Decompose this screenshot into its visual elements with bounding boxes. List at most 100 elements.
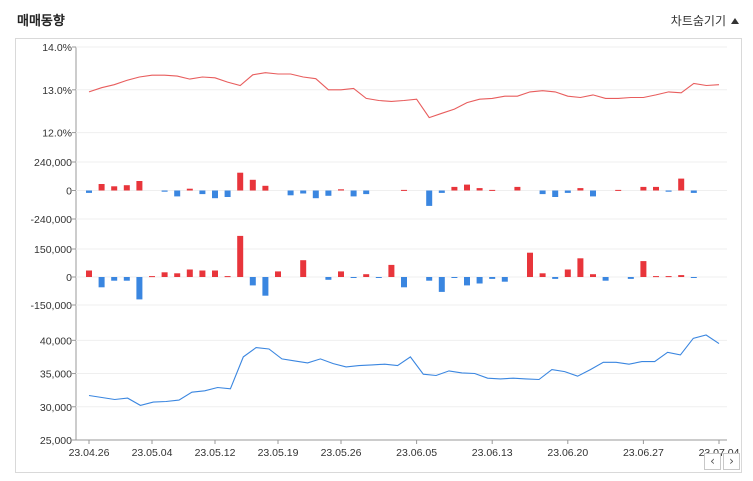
y-tick-label: 0 — [66, 186, 72, 198]
bar — [577, 188, 584, 191]
bar — [678, 178, 685, 191]
bar — [539, 190, 546, 195]
bar — [564, 190, 571, 193]
bar — [665, 276, 672, 278]
y-tick-label: 30,000 — [40, 402, 72, 414]
bar — [98, 184, 105, 191]
bar — [564, 269, 571, 277]
y-tick-label: -240,000 — [31, 214, 73, 226]
y-tick-label: 150,000 — [34, 244, 72, 256]
bar — [275, 271, 281, 277]
bar — [111, 277, 118, 281]
y-tick-label: 35,000 — [40, 369, 72, 381]
y-tick-label: 0 — [66, 272, 72, 284]
hide-chart-toggle[interactable]: 차트숨기기 — [671, 12, 739, 29]
bar — [375, 277, 382, 278]
bar — [136, 181, 143, 191]
bar — [476, 277, 483, 284]
bar — [111, 186, 118, 191]
bar — [300, 190, 307, 194]
bar — [690, 190, 697, 193]
bar — [615, 189, 622, 191]
bar — [338, 189, 344, 191]
bar — [552, 277, 559, 279]
bar — [514, 186, 521, 191]
y-tick-label: 14.0% — [42, 42, 72, 54]
bar — [338, 271, 344, 277]
y-tick-label: 12.0% — [42, 128, 72, 140]
bar — [224, 190, 231, 197]
bar — [262, 277, 269, 296]
bar — [350, 190, 357, 197]
bar — [590, 190, 596, 197]
bar — [287, 190, 294, 196]
bar — [653, 276, 659, 278]
bar — [300, 260, 307, 277]
bar — [224, 276, 231, 278]
next-button[interactable]: › — [723, 453, 740, 470]
bar — [527, 252, 533, 277]
bar — [363, 274, 370, 277]
series-line — [88, 72, 720, 119]
bar — [262, 185, 269, 191]
bar — [325, 190, 332, 196]
bar — [464, 277, 470, 286]
bar — [438, 190, 445, 193]
section-title: 매매동향 — [17, 14, 65, 29]
bar — [489, 189, 496, 191]
bar — [539, 273, 546, 277]
bar — [627, 277, 634, 279]
bar — [149, 276, 155, 278]
prev-button[interactable]: ‹ — [704, 453, 721, 470]
x-tick-label: 23.05.19 — [258, 447, 299, 459]
series-line — [88, 334, 720, 406]
bar — [401, 277, 407, 288]
x-tick-label: 23.06.13 — [472, 447, 513, 459]
bar — [489, 277, 496, 279]
bar — [86, 190, 92, 193]
bar — [653, 186, 659, 191]
y-tick-label: 40,000 — [40, 335, 72, 347]
bar — [590, 274, 596, 277]
bar — [388, 264, 395, 277]
bar — [464, 184, 470, 191]
bar — [98, 277, 105, 288]
y-tick-label: -150,000 — [31, 300, 73, 312]
bar — [325, 277, 332, 280]
x-tick-label: 23.04.26 — [69, 447, 110, 459]
bar — [161, 272, 168, 277]
bar — [401, 189, 407, 191]
bar — [678, 275, 685, 277]
x-tick-label: 23.06.27 — [623, 447, 664, 459]
bar — [501, 277, 508, 282]
bar — [426, 277, 433, 281]
bar — [212, 190, 218, 199]
bar — [136, 277, 143, 300]
bar — [577, 258, 584, 277]
bar — [123, 277, 130, 281]
bar — [602, 277, 609, 281]
collapse-triangle-icon — [731, 18, 739, 24]
bar — [186, 269, 193, 277]
bar — [199, 190, 206, 195]
bar — [476, 188, 483, 191]
bar — [212, 270, 218, 277]
bar — [174, 190, 181, 197]
x-tick-label: 23.05.04 — [132, 447, 173, 459]
bar — [451, 277, 458, 278]
bar — [249, 277, 256, 286]
chart-frame — [15, 38, 742, 473]
bar — [237, 172, 244, 191]
y-tick-label: 240,000 — [34, 157, 72, 169]
bar — [690, 277, 697, 278]
bar — [640, 186, 647, 191]
bar — [350, 277, 357, 278]
header: 매매동향 차트숨기기 — [0, 0, 753, 38]
bar — [86, 270, 92, 277]
y-tick-label: 25,000 — [40, 435, 72, 447]
x-tick-label: 23.06.05 — [396, 447, 437, 459]
y-tick-label: 13.0% — [42, 85, 72, 97]
bar — [312, 190, 319, 199]
x-tick-label: 23.05.12 — [195, 447, 236, 459]
